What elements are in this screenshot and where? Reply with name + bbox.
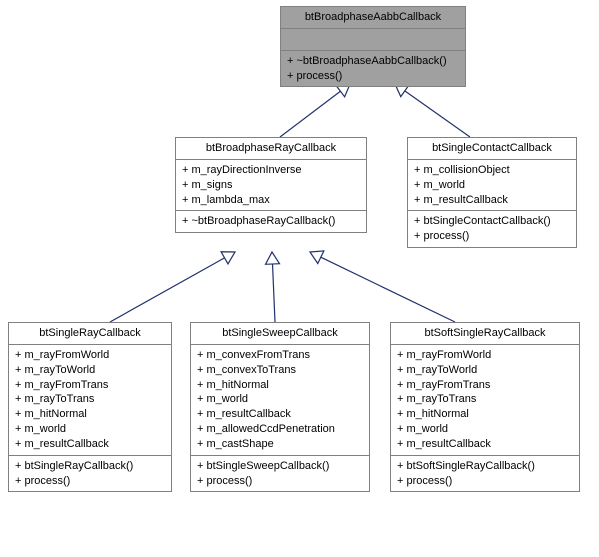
attribute: + m_lambda_max [182,193,360,208]
node-btBroadphaseRayCallback: btBroadphaseRayCallback + m_rayDirection… [175,137,367,233]
attr-section: + m_collisionObject + m_world + m_result… [408,160,576,212]
attribute: + m_rayFromWorld [397,348,573,363]
attribute: + m_rayFromTrans [15,378,165,393]
method: + process() [15,474,165,489]
attribute: + m_hitNormal [397,407,573,422]
method: + process() [397,474,573,489]
method-section: + btSingleSweepCallback() + process() [191,456,369,492]
attribute: + m_collisionObject [414,163,570,178]
attribute: + m_rayToTrans [15,392,165,407]
attribute: + m_rayToWorld [15,363,165,378]
node-title: btSingleSweepCallback [191,323,369,345]
node-title: btSoftSingleRayCallback [391,323,579,345]
node-btSingleContactCallback: btSingleContactCallback + m_collisionObj… [407,137,577,248]
method: + process() [197,474,363,489]
attr-section [281,29,465,51]
attribute: + m_world [15,422,165,437]
method: + btSingleSweepCallback() [197,459,363,474]
node-btBroadphaseAabbCallback: btBroadphaseAabbCallback + ~btBroadphase… [280,6,466,87]
node-title: btBroadphaseAabbCallback [281,7,465,29]
attribute: + m_world [414,178,570,193]
node-btSoftSingleRayCallback: btSoftSingleRayCallback + m_rayFromWorld… [390,322,580,492]
node-title: btSingleContactCallback [408,138,576,160]
attribute: + m_castShape [197,437,363,452]
node-title: btSingleRayCallback [9,323,171,345]
method: + ~btBroadphaseAabbCallback() [287,54,459,69]
attribute: + m_rayToTrans [397,392,573,407]
attribute: + m_world [397,422,573,437]
attribute: + m_convexToTrans [197,363,363,378]
attribute: + m_resultCallback [397,437,573,452]
node-title: btBroadphaseRayCallback [176,138,366,160]
attribute: + m_resultCallback [414,193,570,208]
attribute: + m_resultCallback [15,437,165,452]
attribute: + m_hitNormal [15,407,165,422]
node-btSingleSweepCallback: btSingleSweepCallback + m_convexFromTran… [190,322,370,492]
method: + btSingleContactCallback() [414,214,570,229]
attr-section: + m_convexFromTrans + m_convexToTrans + … [191,345,369,456]
attr-section: + m_rayFromWorld + m_rayToWorld + m_rayF… [391,345,579,456]
method-section: + btSingleContactCallback() + process() [408,211,576,247]
attribute: + m_rayFromWorld [15,348,165,363]
method-section: + ~btBroadphaseAabbCallback() + process(… [281,51,465,87]
attr-section: + m_rayFromWorld + m_rayToWorld + m_rayF… [9,345,171,456]
attribute: + m_resultCallback [197,407,363,422]
attribute: + m_world [197,392,363,407]
attribute: + m_signs [182,178,360,193]
method-section: + btSingleRayCallback() + process() [9,456,171,492]
method-section: + btSoftSingleRayCallback() + process() [391,456,579,492]
attribute: + m_allowedCcdPenetration [197,422,363,437]
method: + btSingleRayCallback() [15,459,165,474]
method: + btSoftSingleRayCallback() [397,459,573,474]
attribute: + m_rayDirectionInverse [182,163,360,178]
method: + ~btBroadphaseRayCallback() [182,214,360,229]
method: + process() [414,229,570,244]
attr-section: + m_rayDirectionInverse + m_signs + m_la… [176,160,366,212]
method-section: + ~btBroadphaseRayCallback() [176,211,366,232]
node-btSingleRayCallback: btSingleRayCallback + m_rayFromWorld + m… [8,322,172,492]
attribute: + m_convexFromTrans [197,348,363,363]
attribute: + m_hitNormal [197,378,363,393]
attribute: + m_rayToWorld [397,363,573,378]
attribute: + m_rayFromTrans [397,378,573,393]
method: + process() [287,69,459,84]
